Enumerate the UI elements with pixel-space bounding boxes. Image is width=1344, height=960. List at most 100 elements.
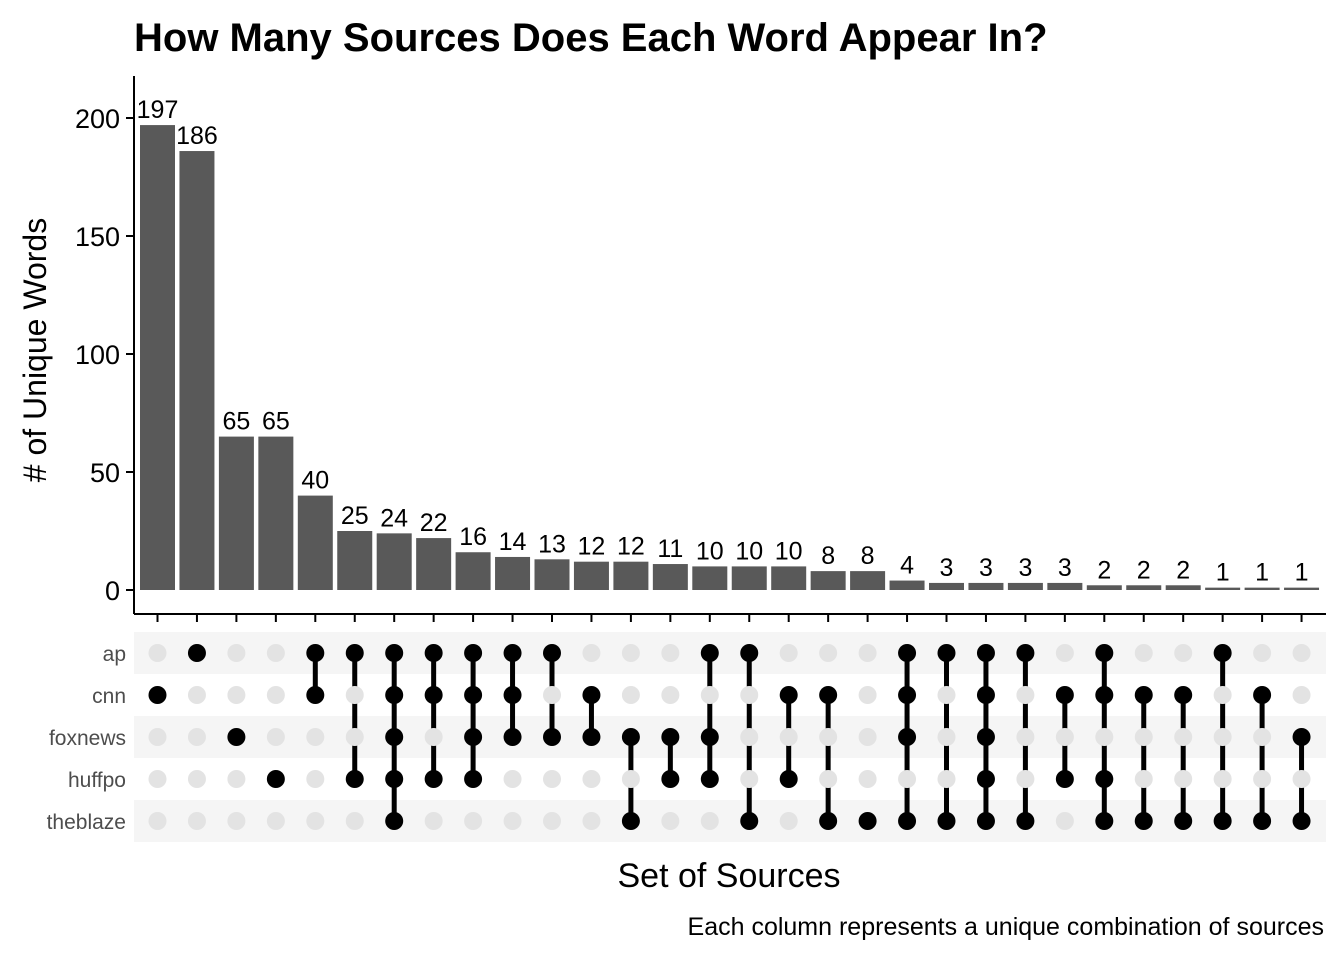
- matrix-dot-active: [148, 686, 167, 704]
- bar: [1284, 587, 1320, 590]
- matrix-dot-active: [1095, 686, 1114, 704]
- bar: [731, 566, 767, 590]
- chart-title: How Many Sources Does Each Word Appear I…: [134, 16, 1048, 60]
- matrix-dot-inactive: [621, 770, 640, 788]
- bar-value-label: 1: [1216, 559, 1230, 587]
- bar: [692, 566, 728, 590]
- matrix-dot-inactive: [1213, 686, 1232, 704]
- matrix-dot-active: [1095, 644, 1114, 662]
- matrix-dot-inactive: [582, 812, 601, 830]
- matrix-dot-inactive: [345, 728, 364, 746]
- matrix-stripe: [134, 800, 1326, 842]
- matrix-dot-inactive: [779, 728, 798, 746]
- bar: [573, 561, 609, 590]
- matrix-dot-inactive: [621, 644, 640, 662]
- bar-value-label: 2: [1176, 556, 1190, 584]
- bar-value-label: 11: [657, 535, 683, 563]
- matrix-dot-inactive: [345, 812, 364, 830]
- matrix-dot-inactive: [1213, 770, 1232, 788]
- matrix-dot-active: [1016, 812, 1035, 830]
- y-tick-label: 0: [105, 576, 120, 606]
- matrix-dot-active: [424, 770, 443, 788]
- bar-value-label: 13: [538, 530, 566, 558]
- bar-value-label: 2: [1137, 556, 1151, 584]
- matrix-dot-active: [1253, 686, 1272, 704]
- matrix-dot-inactive: [740, 770, 759, 788]
- bar: [1126, 585, 1162, 590]
- matrix-dot-inactive: [1292, 686, 1311, 704]
- bar: [376, 533, 412, 590]
- matrix-dot-active: [858, 812, 877, 830]
- matrix-dot-active: [819, 686, 838, 704]
- bar: [1205, 587, 1241, 590]
- matrix-dot-inactive: [345, 686, 364, 704]
- bar: [1047, 582, 1083, 590]
- matrix-dot-active: [464, 644, 483, 662]
- matrix-dot-active: [661, 728, 680, 746]
- matrix-dot-inactive: [582, 770, 601, 788]
- bar: [337, 531, 373, 590]
- matrix-dot-inactive: [1292, 770, 1311, 788]
- matrix-dot-inactive: [148, 644, 167, 662]
- matrix-dot-inactive: [1174, 728, 1193, 746]
- matrix-dot-inactive: [661, 644, 680, 662]
- matrix-dot-active: [464, 728, 483, 746]
- y-tick-label: 200: [75, 104, 120, 134]
- matrix-dot-active: [779, 770, 798, 788]
- matrix-dot-inactive: [779, 812, 798, 830]
- matrix-dot-inactive: [187, 686, 206, 704]
- matrix-dot-active: [1174, 686, 1193, 704]
- matrix-dot-active: [385, 812, 404, 830]
- bar-value-label: 8: [861, 542, 875, 570]
- matrix-dot-active: [543, 644, 561, 662]
- matrix-dot-active: [700, 770, 719, 788]
- matrix-dot-inactive: [1253, 644, 1272, 662]
- matrix-dot-inactive: [424, 812, 443, 830]
- bar-value-label: 10: [775, 537, 803, 565]
- bar-value-label: 24: [380, 504, 408, 532]
- bar: [652, 564, 688, 590]
- bar-value-label: 3: [1058, 554, 1072, 582]
- matrix-dot-inactive: [937, 728, 956, 746]
- matrix-dot-inactive: [1174, 770, 1193, 788]
- matrix-dot-active: [385, 686, 404, 704]
- matrix-dot-inactive: [779, 644, 798, 662]
- matrix-dot-active: [898, 728, 917, 746]
- matrix-dot-inactive: [1134, 770, 1153, 788]
- matrix-dot-inactive: [898, 770, 917, 788]
- matrix-dot-inactive: [306, 728, 325, 746]
- set-name-cnn: cnn: [92, 685, 126, 708]
- matrix-dot-inactive: [937, 686, 956, 704]
- bar: [850, 571, 886, 590]
- matrix-dot-inactive: [148, 770, 167, 788]
- bar-value-label: 14: [499, 528, 527, 556]
- matrix-dot-inactive: [306, 770, 325, 788]
- matrix-dot-active: [819, 812, 838, 830]
- matrix-dot-active: [1055, 686, 1074, 704]
- bar-value-label: 3: [940, 554, 954, 582]
- bar-value-label: 12: [617, 533, 645, 561]
- y-tick-label: 50: [90, 458, 120, 488]
- matrix-dot-active: [621, 728, 640, 746]
- bar-value-label: 2: [1097, 556, 1111, 584]
- matrix-dot-inactive: [148, 812, 167, 830]
- matrix-dot-active: [385, 770, 404, 788]
- matrix-dot-active: [1134, 812, 1153, 830]
- matrix-dot-active: [700, 644, 719, 662]
- set-name-foxnews: foxnews: [49, 727, 126, 750]
- matrix-dot-active: [464, 770, 483, 788]
- bar: [218, 436, 254, 590]
- y-tick-label: 100: [75, 340, 120, 370]
- matrix-dot-active: [898, 812, 917, 830]
- bar-value-label: 3: [979, 554, 993, 582]
- matrix-dot-inactive: [266, 812, 285, 830]
- chart-caption: Each column represents a unique combinat…: [688, 913, 1324, 941]
- matrix-dot-inactive: [503, 770, 522, 788]
- matrix-dot-active: [1055, 770, 1074, 788]
- matrix-dot-active: [1095, 770, 1114, 788]
- matrix-dot-active: [937, 644, 956, 662]
- matrix-dot-inactive: [1253, 728, 1272, 746]
- matrix-dot-inactive: [543, 686, 561, 704]
- bar: [810, 571, 846, 590]
